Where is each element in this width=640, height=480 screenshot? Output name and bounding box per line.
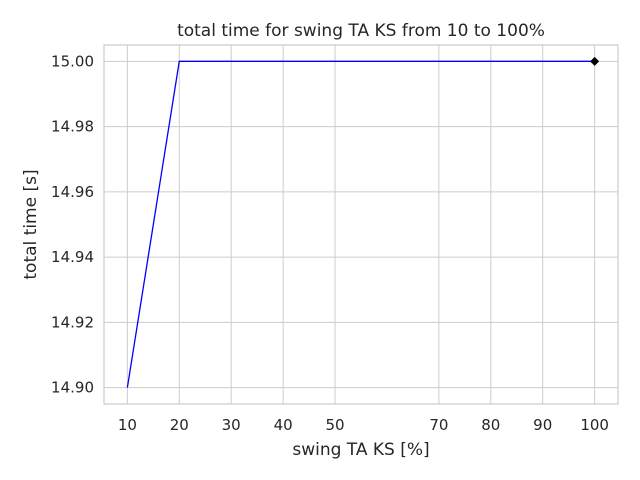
highlight-diamond-marker (590, 56, 600, 66)
data-layer (126, 56, 600, 388)
y-tick-label-4: 14.98 (51, 118, 94, 136)
y-tick-label-2: 14.94 (51, 248, 94, 266)
grid (104, 45, 618, 404)
x-tick-label-0: 10 (118, 416, 137, 434)
x-tick-label-1: 20 (170, 416, 189, 434)
x-tick-label-8: 100 (580, 416, 609, 434)
y-ticks: 14.90 14.92 14.94 14.96 14.98 15.00 (51, 52, 94, 396)
x-tick-label-5: 70 (429, 416, 448, 434)
x-tick-label-3: 40 (274, 416, 293, 434)
y-tick-label-1: 14.92 (51, 313, 94, 331)
x-tick-label-7: 90 (533, 416, 552, 434)
y-tick-label-3: 14.96 (51, 183, 94, 201)
y-axis-label: total time [s] (21, 169, 41, 279)
x-ticks: 10 20 30 40 50 70 80 90 100 (118, 416, 609, 434)
series-line-0 (126, 60, 595, 388)
axes-frame (103, 44, 619, 405)
x-axis-label: swing TA KS [%] (292, 440, 429, 460)
y-tick-label-0: 14.90 (51, 379, 94, 397)
x-tick-label-6: 80 (481, 416, 500, 434)
y-tick-label-5: 15.00 (51, 52, 94, 70)
x-tick-label-4: 50 (325, 416, 344, 434)
x-tick-label-2: 30 (222, 416, 241, 434)
chart-title: total time for swing TA KS from 10 to 10… (177, 21, 545, 41)
